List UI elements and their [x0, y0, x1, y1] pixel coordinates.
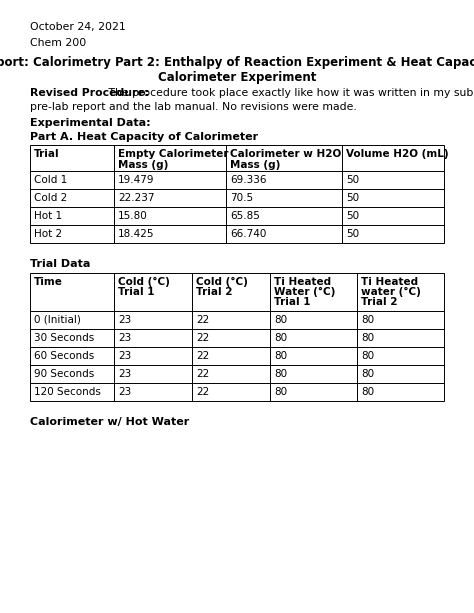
Text: 19.479: 19.479 [118, 175, 155, 185]
Text: October 24, 2021: October 24, 2021 [30, 22, 126, 32]
Text: Time: Time [34, 277, 63, 287]
Text: Water (°C): Water (°C) [274, 287, 336, 297]
Text: 0 (Initial): 0 (Initial) [34, 315, 81, 325]
Text: 60 Seconds: 60 Seconds [34, 351, 94, 361]
Text: 80: 80 [361, 351, 374, 361]
Text: 23: 23 [118, 315, 131, 325]
Text: 23: 23 [118, 333, 131, 343]
Text: 22: 22 [196, 333, 209, 343]
Text: Hot 2: Hot 2 [34, 229, 62, 239]
Text: Cold 1: Cold 1 [34, 175, 67, 185]
Text: 23: 23 [118, 369, 131, 379]
Text: water (°C): water (°C) [361, 287, 421, 297]
Text: The procedure took place exactly like how it was written in my submitted: The procedure took place exactly like ho… [105, 88, 474, 98]
Text: Trial 1: Trial 1 [118, 287, 155, 297]
Text: Ti Heated: Ti Heated [361, 277, 418, 287]
Text: 30 Seconds: 30 Seconds [34, 333, 94, 343]
Text: 80: 80 [361, 369, 374, 379]
Text: Ti Heated: Ti Heated [274, 277, 331, 287]
Text: 70.5: 70.5 [230, 193, 253, 203]
Text: Mass (g): Mass (g) [118, 160, 168, 170]
Text: 50: 50 [346, 229, 359, 239]
Text: 22: 22 [196, 369, 209, 379]
Text: 80: 80 [274, 333, 287, 343]
Text: Trial 2: Trial 2 [196, 287, 233, 297]
Bar [30, 145, 444, 243]
Text: Empty Calorimeter: Empty Calorimeter [118, 149, 228, 159]
Text: 80: 80 [274, 351, 287, 361]
Text: 50: 50 [346, 193, 359, 203]
Text: 50: 50 [346, 175, 359, 185]
Text: Calorimeter w H2O: Calorimeter w H2O [230, 149, 341, 159]
Text: Cold (°C): Cold (°C) [196, 277, 248, 287]
Text: 22: 22 [196, 315, 209, 325]
Text: Hot 1: Hot 1 [34, 211, 62, 221]
Text: 18.425: 18.425 [118, 229, 155, 239]
Text: 22: 22 [196, 387, 209, 397]
Text: Calorimeter Experiment: Calorimeter Experiment [158, 71, 316, 84]
Text: Mass (g): Mass (g) [230, 160, 281, 170]
Text: Cold 2: Cold 2 [34, 193, 67, 203]
Text: Chem 200: Chem 200 [30, 38, 86, 48]
Text: 80: 80 [274, 387, 287, 397]
Text: Trial 1: Trial 1 [274, 297, 310, 307]
Text: 66.740: 66.740 [230, 229, 266, 239]
Text: 120 Seconds: 120 Seconds [34, 387, 101, 397]
Text: Experimental Data:: Experimental Data: [30, 118, 151, 128]
Text: Trial: Trial [34, 149, 60, 159]
Text: Cold (°C): Cold (°C) [118, 277, 170, 287]
Text: 65.85: 65.85 [230, 211, 260, 221]
Text: 22: 22 [196, 351, 209, 361]
Text: Lab Report: Calorimetry Part 2: Enthalpy of Reaction Experiment & Heat Capacity : Lab Report: Calorimetry Part 2: Enthalpy… [0, 56, 474, 69]
Text: 15.80: 15.80 [118, 211, 148, 221]
Text: Calorimeter w/ Hot Water: Calorimeter w/ Hot Water [30, 417, 189, 427]
Text: 50: 50 [346, 211, 359, 221]
Text: Part A. Heat Capacity of Calorimeter: Part A. Heat Capacity of Calorimeter [30, 132, 258, 142]
Text: Volume H2O (mL): Volume H2O (mL) [346, 149, 448, 159]
Text: Trial Data: Trial Data [30, 259, 91, 269]
Text: 23: 23 [118, 351, 131, 361]
Text: 90 Seconds: 90 Seconds [34, 369, 94, 379]
Text: 69.336: 69.336 [230, 175, 266, 185]
Text: 80: 80 [361, 333, 374, 343]
Text: 23: 23 [118, 387, 131, 397]
Text: 80: 80 [361, 315, 374, 325]
Text: 80: 80 [361, 387, 374, 397]
Bar [30, 273, 444, 401]
Text: 22.237: 22.237 [118, 193, 155, 203]
Text: pre-lab report and the lab manual. No revisions were made.: pre-lab report and the lab manual. No re… [30, 102, 357, 112]
Text: Trial 2: Trial 2 [361, 297, 398, 307]
Text: Revised Procedure:: Revised Procedure: [30, 88, 149, 98]
Text: 80: 80 [274, 369, 287, 379]
Text: 80: 80 [274, 315, 287, 325]
